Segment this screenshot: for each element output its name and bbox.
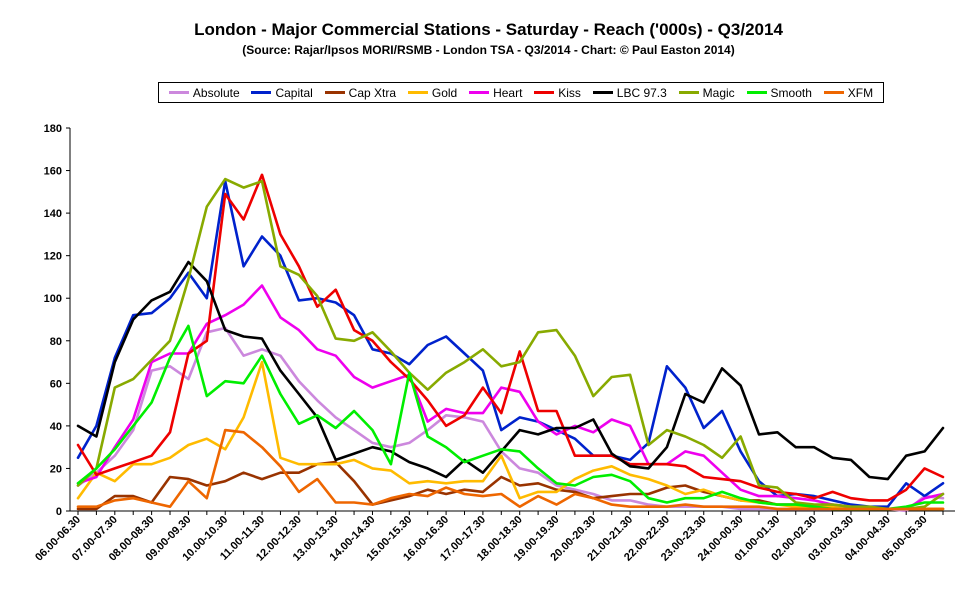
- legend-label: Capital: [275, 85, 313, 100]
- legend-swatch: [251, 91, 272, 94]
- y-tick-label: 100: [44, 293, 62, 305]
- legend-label: LBC 97.3: [616, 85, 667, 100]
- y-tick-label: 160: [44, 166, 62, 178]
- series-lines: [76, 173, 945, 513]
- y-tick-label: 0: [56, 506, 62, 518]
- series-line-smooth: [76, 324, 945, 511]
- legend-item-heart: Heart: [469, 86, 522, 100]
- legend-item-xfm: XFM: [823, 85, 874, 100]
- legend-item-magic: Magic: [678, 85, 735, 100]
- y-tick-label: 80: [50, 336, 62, 348]
- chart-subtitle: (Source: Rajar/Ipsos MORI/RSMB - London …: [242, 43, 735, 57]
- legend-label: Gold: [431, 85, 458, 100]
- series-line-capital: [76, 179, 945, 509]
- series-line-magic: [76, 177, 945, 511]
- legend-item-capital: Capital: [251, 85, 313, 100]
- series-line-absolute: [76, 326, 945, 513]
- legend-swatch: [746, 91, 767, 94]
- legend-item-cap-xtra: Cap Xtra: [324, 85, 397, 100]
- legend-swatch: [168, 91, 189, 94]
- legend-label: Cap Xtra: [348, 85, 397, 100]
- legend-item-smooth: Smooth: [746, 85, 812, 100]
- legend-swatch: [407, 91, 428, 94]
- legend-item-kiss: Kiss: [534, 86, 581, 100]
- y-tick-label: 40: [50, 421, 62, 433]
- legend-label: Kiss: [558, 85, 581, 100]
- x-axis-ticks: 06.00-06.3007.00-07.3008.00-08.3009.00-0…: [33, 511, 944, 564]
- legend-label: Magic: [702, 85, 735, 100]
- legend-swatch: [534, 91, 555, 94]
- legend-label: XFM: [847, 85, 874, 100]
- y-tick-label: 140: [44, 208, 62, 220]
- chart-title: London - Major Commercial Stations - Sat…: [194, 20, 783, 39]
- y-tick-label: 60: [50, 378, 62, 390]
- series-line-gold: [76, 360, 945, 511]
- chart-axes: [69, 128, 955, 512]
- series-line-xfm: [76, 428, 945, 511]
- y-axis-ticks: 0 20 40 60 80 100 120 140 160 180: [44, 123, 70, 518]
- legend-swatch: [592, 91, 613, 94]
- legend-swatch: [324, 91, 345, 94]
- legend-label: Absolute: [192, 85, 240, 100]
- legend-swatch: [469, 91, 490, 94]
- y-tick-label: 180: [44, 123, 62, 135]
- series-line-heart: [76, 284, 945, 511]
- y-tick-label: 20: [50, 463, 62, 475]
- legend-label: Smooth: [770, 85, 812, 100]
- legend-item-gold: Gold: [407, 85, 458, 100]
- legend-swatch: [823, 91, 844, 94]
- legend-swatch: [678, 91, 699, 94]
- legend-item-absolute: Absolute: [168, 85, 240, 100]
- legend: Absolute Capital Cap Xtra Gold Heart Kiss LBC …: [158, 82, 884, 103]
- legend-item-lbc-97-3: LBC 97.3: [592, 85, 667, 100]
- series-line-lbc-97-3: [76, 260, 945, 481]
- y-tick-label: 120: [44, 251, 62, 263]
- legend-label: Heart: [493, 85, 523, 100]
- series-line-kiss: [76, 173, 945, 502]
